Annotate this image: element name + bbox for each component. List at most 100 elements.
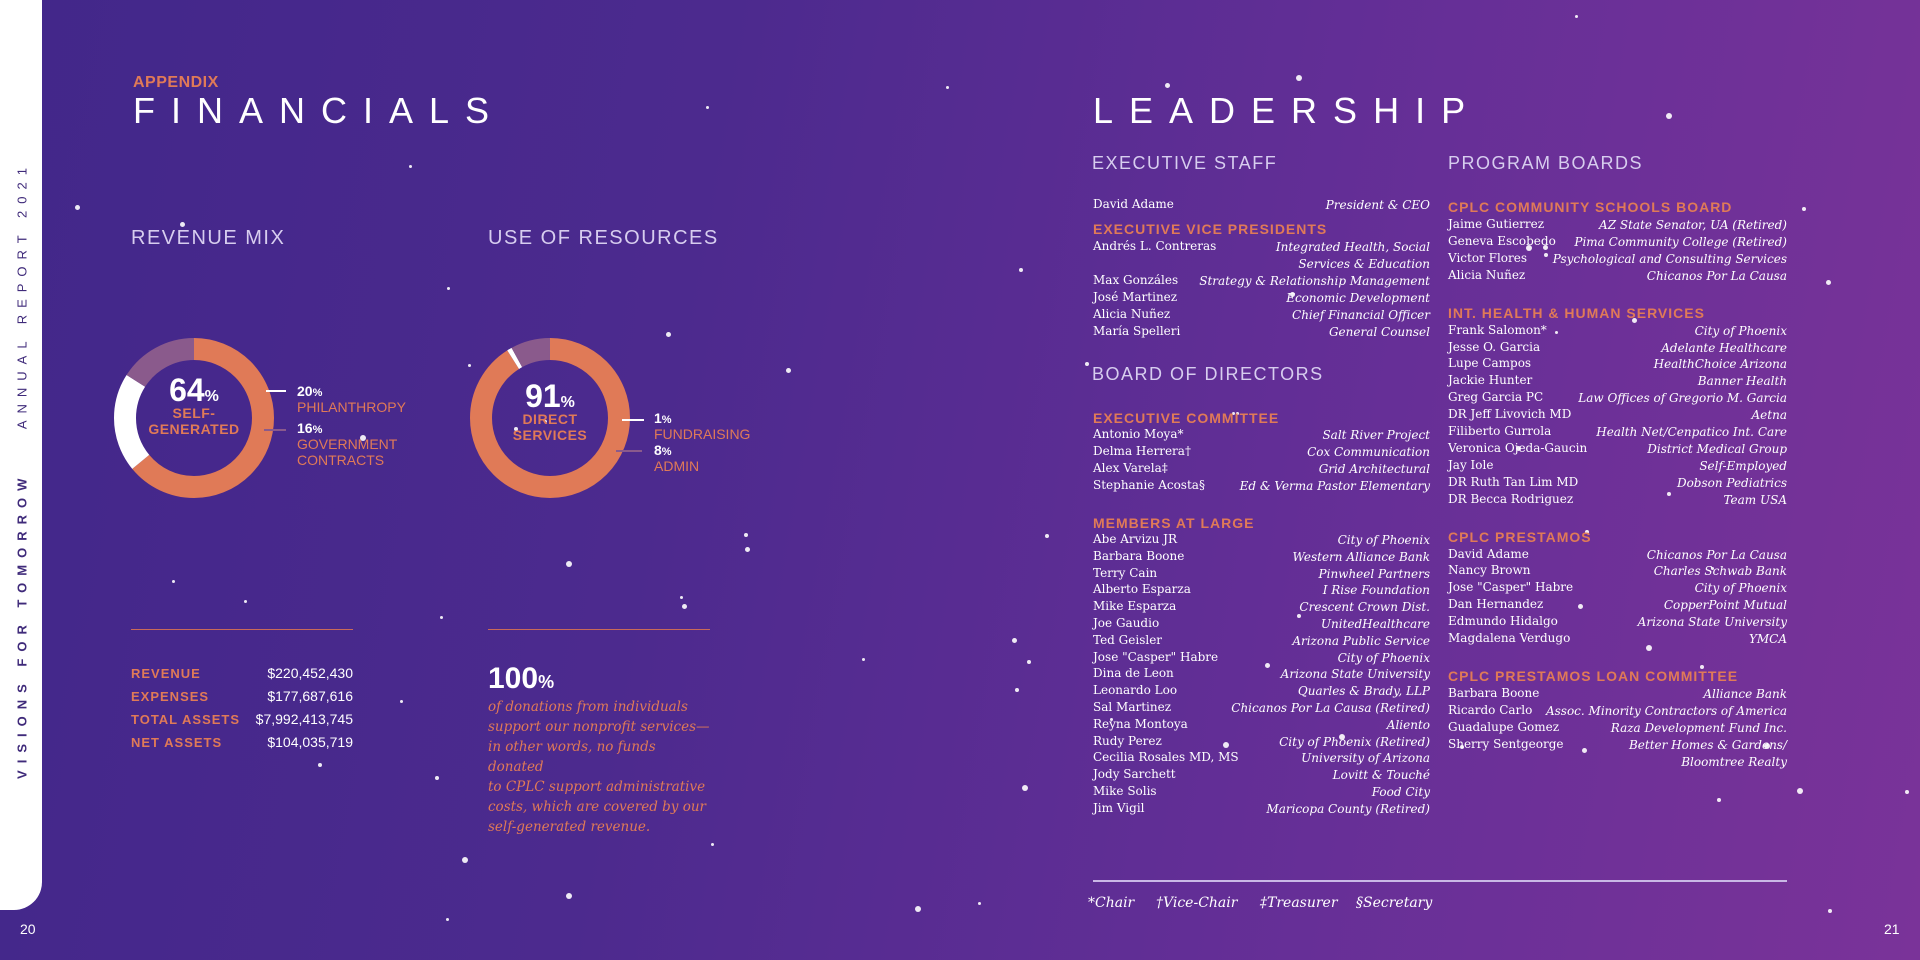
- executive-staff-heading: EXECUTIVE STAFF: [1092, 153, 1278, 173]
- use-of-resources-center-pct: 91%: [525, 378, 575, 414]
- spine-text: VISIONS FOR TOMORROW ANNUAL REPORT 2021: [15, 161, 30, 779]
- snow-dot: [1297, 614, 1301, 618]
- snow-dot: [468, 364, 471, 367]
- snow-dot: [409, 165, 412, 168]
- snow-dot: [1296, 75, 1302, 81]
- snow-dot: [745, 547, 750, 552]
- page-number-left: 20: [20, 921, 36, 937]
- snow-dot: [1085, 362, 1089, 366]
- revenue-mix-center-label: SELF- GENERATED: [148, 405, 240, 437]
- snow-dot: [1802, 207, 1806, 211]
- snow-dot: [1828, 909, 1832, 913]
- snow-dot: [440, 616, 443, 619]
- use-of-resources-donut: [470, 338, 630, 498]
- snow-dot: [1575, 15, 1578, 18]
- snow-dot: [1764, 743, 1770, 749]
- snow-dot: [978, 902, 981, 905]
- list-item: María Spelleri General Counsel: [1093, 324, 1430, 339]
- list-item: Joe Gaudio UnitedHealthcare: [1093, 616, 1430, 631]
- list-item: Jim Vigil Maricopa County (Retired): [1093, 800, 1430, 816]
- revenue-mix-center-pct: 64%: [169, 372, 219, 408]
- list-item: Victor Flores Psychological and Consultin…: [1448, 250, 1787, 266]
- list-item: Mike Esparza Crescent Crown Dist.: [1093, 599, 1430, 615]
- legend-connector: [622, 419, 644, 421]
- list-item: Alicia Nuñez Chicanos Por La Causa: [1448, 267, 1787, 283]
- snow-dot: [682, 604, 687, 609]
- snow-dot: [862, 658, 865, 661]
- program-group-heading: INT. HEALTH & HUMAN SERVICES: [1448, 304, 1705, 321]
- list-item: Alberto Esparza I Rise Foundation: [1093, 582, 1430, 598]
- snow-dot: [446, 918, 449, 921]
- legend-connector: [264, 429, 286, 431]
- snow-dot: [946, 86, 949, 89]
- snow-dot: [1339, 734, 1345, 740]
- snow-dot: [711, 843, 714, 846]
- snow-dot: [360, 435, 366, 441]
- list-item: Terry Cain Pinwheel Partners: [1093, 565, 1430, 581]
- members-heading: MEMBERS AT LARGE: [1093, 515, 1255, 531]
- list-item: Filiberto Gurrola Health Net/Cenpatico In…: [1448, 424, 1787, 439]
- use-of-resources-center-label: DIRECT SERVICES: [512, 411, 588, 443]
- snow-dot: [1460, 745, 1464, 749]
- snow-dot: [1015, 688, 1019, 692]
- list-item: Jesse O. Garcia Adelante Healthcare: [1448, 339, 1787, 355]
- snow-dot: [1223, 742, 1229, 748]
- snow-dot: [566, 893, 572, 899]
- snow-dot: [400, 700, 403, 703]
- financials-title: FINANCIALS: [133, 90, 506, 131]
- list-item: Reyna Montoya Aliento: [1093, 716, 1430, 732]
- list-item: Andrés L. Contreras Integrated Health, So…: [1093, 239, 1430, 271]
- use-of-resources-heading: USE OF RESOURCES: [488, 227, 719, 249]
- snow-dot: [1544, 253, 1548, 257]
- footnote-rule: [1093, 880, 1787, 882]
- list-item: DR Jeff Livovich MD Aetna: [1448, 407, 1787, 423]
- revenue-mix-heading: REVENUE MIX: [131, 227, 286, 249]
- donut-slice-philanthropy: [114, 338, 274, 498]
- list-item: David Adame President & CEO: [1093, 197, 1430, 212]
- list-item: Jose "Casper" Habre City of Phoenix: [1093, 649, 1430, 665]
- snow-dot: [1526, 245, 1532, 251]
- snow-dot: [1543, 245, 1548, 250]
- page-number-right: 21: [1884, 921, 1900, 937]
- list-item: Alex Varela‡ Grid Architectural: [1093, 461, 1430, 476]
- list-item: Leonardo Loo Quarles & Brady, LLP: [1093, 683, 1430, 699]
- divider-rule: [131, 629, 353, 630]
- snow-dot: [915, 906, 921, 912]
- footnote-vice-chair: †Vice-Chair: [1156, 895, 1238, 911]
- divider-rule: [488, 629, 710, 630]
- stat-row: NET ASSETS $104,035,719: [131, 734, 353, 750]
- snow-dot: [1022, 785, 1028, 791]
- snow-dot: [1019, 268, 1023, 272]
- snow-dot: [1516, 446, 1521, 451]
- snow-dot: [1826, 280, 1831, 285]
- spine-tab: [0, 0, 42, 910]
- snow-dot: [1027, 660, 1031, 664]
- list-item: Jackie Hunter Banner Health: [1448, 373, 1787, 389]
- list-item: Ted Geisler Arizona Public Service: [1093, 632, 1430, 648]
- snow-dot: [544, 420, 547, 423]
- list-item: Rudy Perez City of Phoenix (Retired): [1093, 733, 1430, 749]
- snow-dot: [1700, 665, 1704, 669]
- snow-dot: [1711, 567, 1714, 570]
- snow-dot: [1232, 412, 1235, 415]
- program-group-heading: CPLC PRESTAMOS: [1448, 528, 1592, 545]
- snow-dot: [318, 763, 322, 767]
- snow-dot: [1165, 83, 1170, 88]
- exec-committee-heading: EXECUTIVE COMMITTEE: [1093, 410, 1280, 426]
- financial-stats: REVENUE $220,452,430 EXPENSES $177,687,616…: [131, 664, 353, 756]
- snow-dot: [1290, 292, 1295, 297]
- snow-dot: [447, 287, 450, 290]
- snow-dot: [566, 561, 572, 567]
- list-item: Barbara Boone Alliance Bank: [1448, 685, 1787, 701]
- legend-connector: [266, 390, 286, 392]
- footnote-treasurer: ‡Treasurer: [1260, 895, 1338, 911]
- program-boards-heading: PROGRAM BOARDS: [1448, 153, 1644, 173]
- snow-dot: [1045, 534, 1049, 538]
- list-item: Jose "Casper" Habre City of Phoenix: [1448, 580, 1787, 596]
- footnote-chair: *Chair: [1088, 895, 1135, 911]
- snow-dot: [1012, 638, 1017, 643]
- legend-fundraising: 1% FUNDRAISING: [654, 410, 751, 442]
- list-item: Jay Iole Self-Employed: [1448, 457, 1787, 473]
- evp-heading: EXECUTIVE VICE PRESIDENTS: [1093, 221, 1328, 237]
- list-item: Lupe Campos HealthChoice Arizona: [1448, 356, 1787, 372]
